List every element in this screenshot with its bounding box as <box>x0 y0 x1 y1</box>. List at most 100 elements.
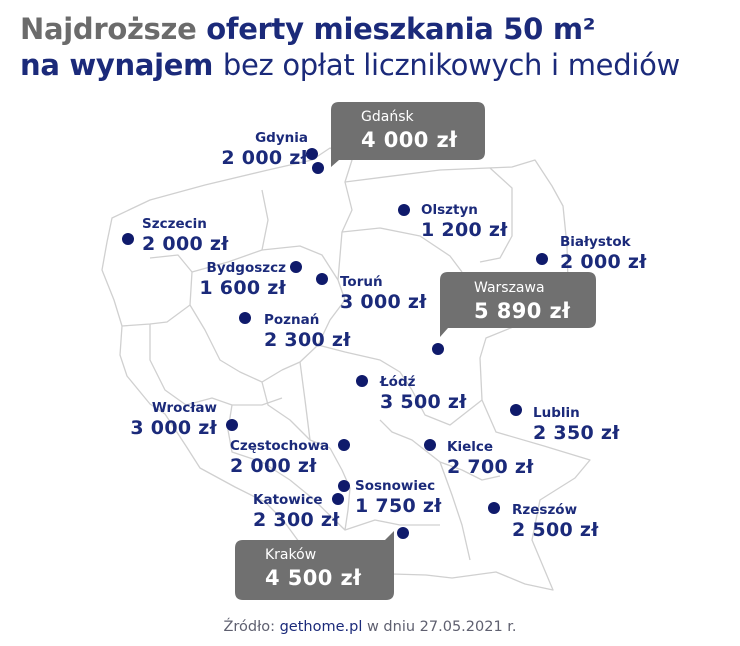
city-price: 2 000 zł <box>142 233 229 255</box>
city-name: Rzeszów <box>512 502 578 518</box>
title-subtitle: bez opłat licznikowych i mediów <box>222 48 680 82</box>
region-border <box>149 324 187 406</box>
title-main: oferty mieszkania 50 m² <box>206 12 596 46</box>
city-marker-gdansk[interactable] <box>312 162 324 174</box>
country-border <box>101 147 591 591</box>
city-marker-krakow[interactable] <box>397 527 409 539</box>
city-marker-lodz[interactable] <box>356 375 368 387</box>
city-marker-wroclaw[interactable] <box>226 419 238 431</box>
city-name: Lublin <box>533 405 580 421</box>
city-name: Szczecin <box>142 216 207 232</box>
city-name: Kraków <box>265 547 317 563</box>
city-name: Kielce <box>447 439 494 455</box>
callout-warszawa: Warszawa 5 890 zł <box>474 279 570 324</box>
source-link[interactable]: gethome.pl <box>279 619 363 635</box>
region-border <box>341 227 463 273</box>
region-border <box>317 344 413 391</box>
city-label-rzeszow: Rzeszów 2 500 zł <box>512 501 599 542</box>
city-price: 2 000 zł <box>221 147 308 169</box>
city-price: 3 000 zł <box>130 417 217 439</box>
city-marker-gdynia[interactable] <box>306 148 318 160</box>
city-label-bialystok: Białystok 2 000 zł <box>560 233 647 274</box>
city-label-wroclaw: Wrocław 3 000 zł <box>112 399 217 440</box>
callout-bubble-krakow <box>235 531 394 600</box>
city-marker-lublin[interactable] <box>510 404 522 416</box>
city-label-bydgoszcz: Bydgoszcz 1 600 zł <box>186 259 286 300</box>
title-emphasis: Najdroższe <box>20 12 197 46</box>
city-price: 3 000 zł <box>340 291 427 313</box>
callout-bubble-gdansk <box>331 102 485 167</box>
city-label-sosnowiec: Sosnowiec 1 750 zł <box>355 477 442 518</box>
city-label-szczecin: Szczecin 2 000 zł <box>142 215 229 256</box>
city-name: Białystok <box>560 234 631 250</box>
title-line-2: na wynajem bez opłat licznikowych i medi… <box>20 48 680 82</box>
region-border <box>261 381 311 441</box>
city-price: 4 500 zł <box>265 566 362 590</box>
city-name: Częstochowa <box>230 438 330 454</box>
title-line-1: Najdroższe oferty mieszkania 50 m² <box>20 12 595 46</box>
region-border <box>299 361 331 449</box>
city-label-lublin: Lublin 2 350 zł <box>533 404 620 445</box>
city-name: Gdańsk <box>361 109 414 125</box>
city-price: 4 000 zł <box>361 128 458 152</box>
city-name: Łódź <box>380 374 416 390</box>
callout-gdansk: Gdańsk 4 000 zł <box>361 108 457 153</box>
region-border <box>189 304 283 383</box>
city-price: 1 600 zł <box>199 277 286 299</box>
city-price: 2 000 zł <box>230 455 317 477</box>
city-marker-olsztyn[interactable] <box>398 204 410 216</box>
city-name: Toruń <box>340 274 383 290</box>
city-label-torun: Toruń 3 000 zł <box>340 273 427 314</box>
city-label-gdynia: Gdynia 2 000 zł <box>208 129 308 170</box>
city-label-czestochowa: Częstochowa 2 000 zł <box>230 437 329 478</box>
city-name: Gdynia <box>255 130 308 146</box>
city-price: 2 000 zł <box>560 251 647 273</box>
city-price: 2 300 zł <box>264 329 351 351</box>
city-price: 5 890 zł <box>474 299 571 323</box>
title-rent: na wynajem <box>20 48 214 82</box>
city-marker-warszawa[interactable] <box>432 343 444 355</box>
source-note: Źródło: gethome.pl w dniu 27.05.2021 r. <box>0 619 740 635</box>
city-marker-kielce[interactable] <box>424 439 436 451</box>
city-name: Bydgoszcz <box>206 260 286 276</box>
city-price: 1 750 zł <box>355 495 442 517</box>
city-marker-katowice[interactable] <box>332 493 344 505</box>
city-marker-sosnowiec[interactable] <box>338 480 350 492</box>
region-border <box>289 479 440 531</box>
region-border <box>337 181 353 281</box>
city-price: 1 200 zł <box>421 219 508 241</box>
city-name: Poznań <box>264 312 320 328</box>
city-name: Wrocław <box>151 400 217 416</box>
city-marker-bydgoszcz[interactable] <box>290 261 302 273</box>
city-name: Katowice <box>253 492 323 508</box>
city-label-poznan: Poznań 2 300 zł <box>264 311 351 352</box>
city-price: 2 700 zł <box>447 456 534 478</box>
city-marker-poznan[interactable] <box>239 312 251 324</box>
city-label-katowice: Katowice 2 300 zł <box>253 491 340 532</box>
city-label-kielce: Kielce 2 700 zł <box>447 438 534 479</box>
region-border <box>439 461 471 561</box>
city-marker-torun[interactable] <box>316 273 328 285</box>
region-border <box>329 447 351 531</box>
city-label-olsztyn: Olsztyn 1 200 zł <box>421 201 508 242</box>
region-border <box>479 167 513 263</box>
city-name: Olsztyn <box>421 202 478 218</box>
city-marker-bialystok[interactable] <box>536 253 548 265</box>
city-label-lodz: Łódź 3 500 zł <box>380 373 467 414</box>
city-name: Sosnowiec <box>355 478 436 494</box>
city-marker-czestochowa[interactable] <box>338 439 350 451</box>
region-border <box>261 245 346 301</box>
callout-bubble-warszawa <box>440 272 596 337</box>
callout-krakow: Kraków 4 500 zł <box>265 546 361 591</box>
city-marker-szczecin[interactable] <box>122 233 134 245</box>
city-price: 2 350 zł <box>533 422 620 444</box>
city-name: Warszawa <box>474 280 545 296</box>
city-price: 3 500 zł <box>380 391 467 413</box>
region-border <box>411 389 483 426</box>
city-price: 2 300 zł <box>253 509 340 531</box>
source-prefix: Źródło: <box>223 619 275 635</box>
city-price: 2 500 zł <box>512 519 599 541</box>
city-marker-rzeszow[interactable] <box>488 502 500 514</box>
